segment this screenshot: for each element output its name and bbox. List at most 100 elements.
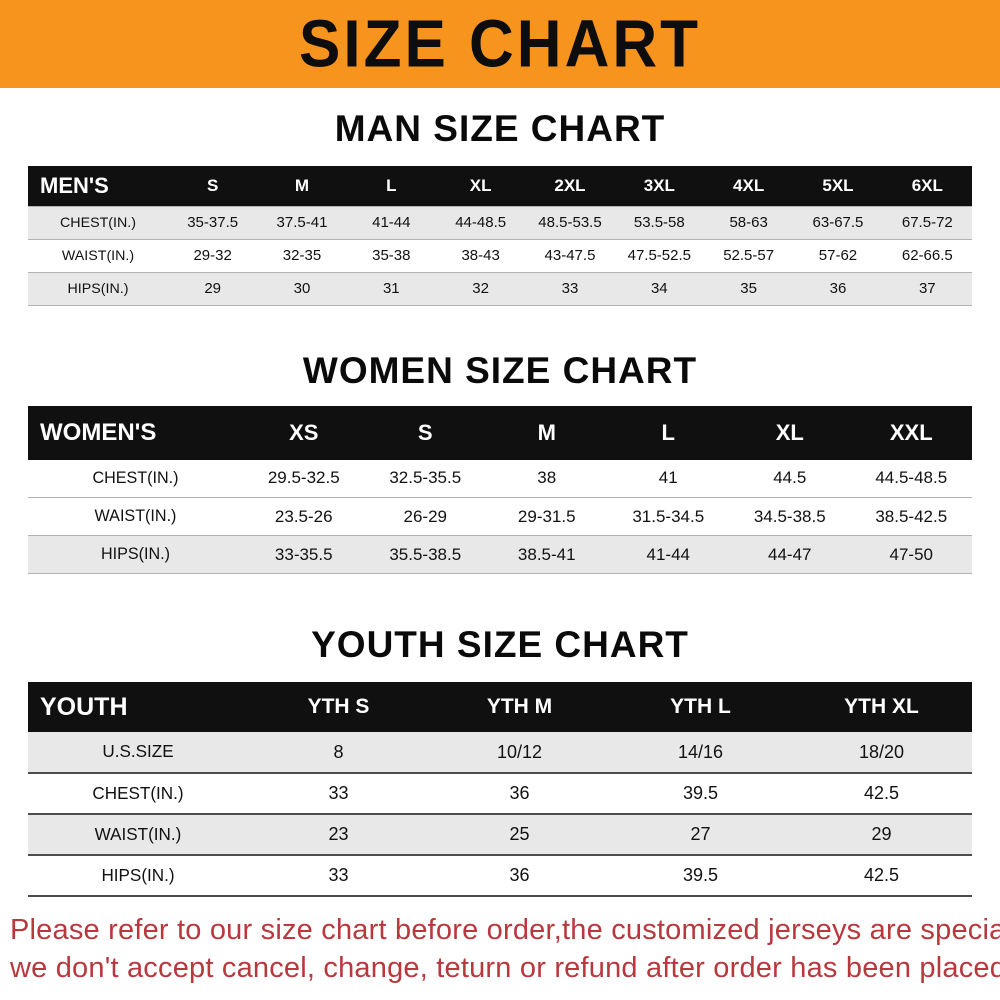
size-cell: 32-35 [282,247,322,264]
size-cell: 26-29 [403,506,447,526]
size-cell: 29-32 [193,247,232,264]
youth-header-cell: YTH L [670,695,731,718]
size-cell: 53.5-58 [633,214,685,231]
row-label: HIPS(IN.) [67,280,129,297]
size-cell: 30 [293,280,311,297]
size-cell: 29.5-32.5 [267,468,340,488]
size-cell: 36 [509,865,530,885]
men-header-cell: 5XL [822,175,854,195]
size-cell: 10/12 [496,741,543,762]
size-cell: 31 [382,280,400,297]
size-cell: 33 [561,280,579,297]
table-row: CHEST(IN.) 35-37.5 37.5-41 41-44 44-48.5… [28,206,972,239]
size-cell: 29-31.5 [517,506,576,526]
youth-header-cell: YTH XL [844,695,919,718]
size-cell: 41-44 [646,544,690,564]
size-cell: 57-62 [818,247,858,264]
size-cell: 44.5-48.5 [875,468,948,488]
disclaimer-line-2: we don't accept cancel, change, teturn o… [10,952,1000,984]
row-label: CHEST(IN.) [92,468,179,487]
table-row: WAIST(IN.) 23 25 27 29 [28,814,972,855]
size-cell: 48.5-53.5 [538,214,602,231]
table-row: WAIST(IN.) 29-32 32-35 35-38 38-43 43-47… [28,239,972,272]
size-cell: 33-35.5 [274,544,333,564]
table-row: HIPS(IN.) 33-35.5 35.5-38.5 38.5-41 41-4… [28,535,972,574]
size-cell: 33 [328,783,349,803]
men-header-cell: M [294,175,310,195]
men-header-cell: 6XL [911,175,943,195]
youth-header-cell: YTH S [307,695,370,718]
youth-header-row: YOUTH YTH S YTH M YTH L YTH XL [28,682,972,732]
size-cell: 42.5 [863,783,900,803]
size-cell: 38.5-41 [517,544,576,564]
size-cell: 38.5-42.5 [875,506,948,526]
row-label: WAIST(IN.) [94,824,182,844]
table-row: HIPS(IN.) 29 30 31 32 33 34 35 36 37 [28,272,972,305]
size-cell: 63-67.5 [812,214,864,231]
women-header-cell: XS [289,419,319,445]
size-cell: 44.5 [773,468,807,488]
size-cell: 25 [509,824,530,844]
size-chart-banner: SIZE CHART [0,0,1000,88]
size-cell: 44-48.5 [455,214,507,231]
size-cell: 37 [918,280,936,297]
size-cell: 27 [690,824,711,844]
size-cell: 36 [509,783,530,803]
size-cell: 35-38 [372,247,411,264]
size-cell: 8 [333,741,344,762]
men-header-cell: L [386,175,397,195]
women-header-cell: S [417,419,433,445]
row-label: WAIST(IN.) [94,507,177,525]
size-cell: 41 [658,468,678,488]
women-section-heading: WOMEN SIZE CHART [302,349,698,391]
row-label: CHEST(IN.) [60,214,136,231]
women-header-cell: XXL [889,419,933,445]
size-cell: 39.5 [682,865,719,885]
size-cell: 38 [537,468,557,488]
row-label: CHEST(IN.) [92,783,184,803]
size-cell: 34 [650,280,668,297]
size-cell: 29 [204,280,221,297]
women-header-cell: M [537,419,556,445]
size-cell: 52.5-57 [723,247,775,264]
table-row: WAIST(IN.) 23.5-26 26-29 29-31.5 31.5-34… [28,497,972,536]
size-cell: 47-50 [889,544,933,564]
size-cell: 42.5 [863,865,900,885]
youth-section-heading: YOUTH SIZE CHART [311,624,689,665]
men-header-cell: XL [469,175,492,195]
size-cell: 33 [328,865,349,885]
men-header-cell: S [206,175,219,195]
size-cell: 34.5-38.5 [753,506,826,526]
row-label: HIPS(IN.) [101,865,175,885]
row-label: HIPS(IN.) [100,545,171,563]
size-cell: 37.5-41 [276,214,328,231]
disclaimer-line-1: Please refer to our size chart before or… [10,914,1000,946]
table-row: CHEST(IN.) 29.5-32.5 32.5-35.5 38 41 44.… [28,459,972,498]
men-header-cell: 2XL [554,175,586,195]
size-cell: 67.5-72 [901,214,953,231]
men-header-row: MEN'S S M L XL 2XL 3XL 4XL 5XL 6XL [28,166,972,206]
size-cell: 38-43 [461,247,500,264]
size-cell: 23 [328,824,349,844]
size-cell: 14/16 [677,741,724,762]
size-cell: 29 [871,824,892,844]
size-cell: 18/20 [858,741,905,762]
disclaimer-text: Please refer to our size chart before or… [0,911,1000,987]
size-cell: 41-44 [372,214,411,231]
youth-header-label: YOUTH [40,692,128,721]
size-cell: 23.5-26 [274,506,333,526]
men-section-heading: MAN SIZE CHART [334,108,666,149]
size-cell: 35.5-38.5 [389,544,462,564]
men-header-label: MEN'S [40,172,109,198]
men-size-table: MEN'S S M L XL 2XL 3XL 4XL 5XL 6XL CHEST… [28,166,972,306]
row-label: WAIST(IN.) [61,247,135,264]
row-label: U.S.SIZE [102,742,174,761]
size-cell: 32 [472,280,489,297]
size-cell: 36 [829,280,847,297]
women-header-cell: L [661,419,675,445]
size-cell: 58-63 [729,214,768,231]
women-size-table: WOMEN'S XS S M L XL XXL CHEST(IN.) 29.5-… [28,405,972,575]
size-cell: 39.5 [682,783,719,803]
size-cell: 35 [740,280,757,297]
